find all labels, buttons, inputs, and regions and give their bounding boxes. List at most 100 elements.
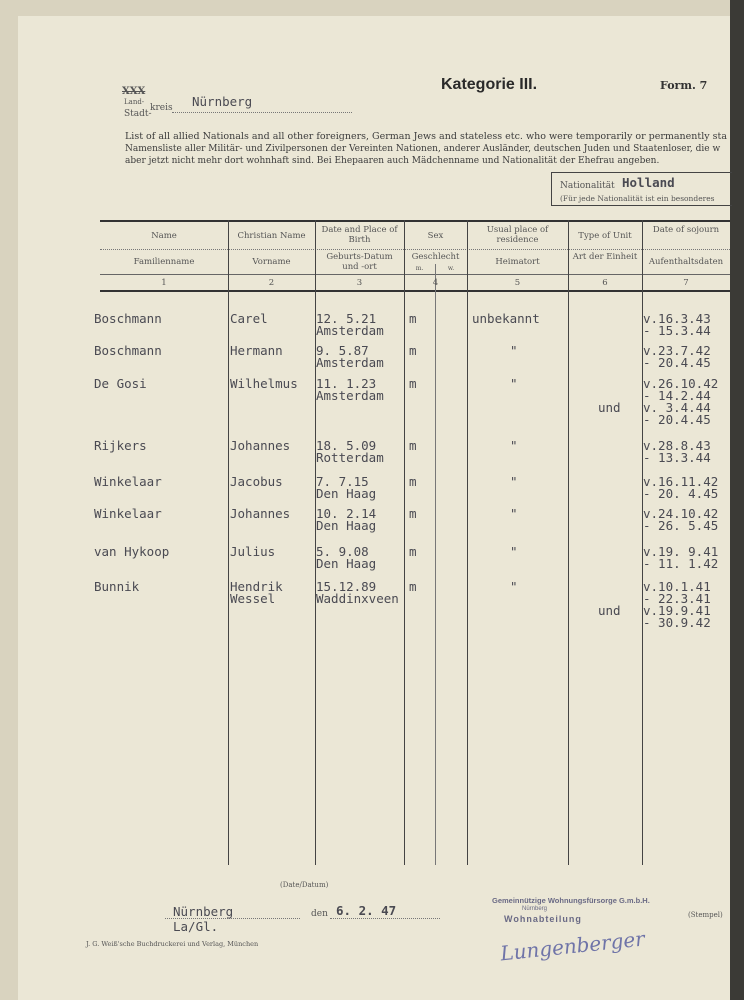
surname: van Hykoop (94, 544, 170, 559)
column-number: 5 (514, 278, 521, 288)
column-header-de: Vorname (252, 257, 291, 267)
column-number: 3 (356, 278, 363, 288)
column-header-de: Aufenthaltsdaten (648, 257, 724, 267)
form-number: Form. 7 (660, 79, 708, 92)
column-number: 2 (268, 278, 275, 288)
sojourn-date: - 15.3.44 (643, 323, 711, 338)
column-header-en: Date and Place of Birth (321, 225, 398, 245)
birth-place: Waddinxveen (316, 591, 399, 606)
sex: m (409, 474, 417, 489)
birth-date: 12. 5.21 (316, 311, 377, 326)
nationality-box: Nationalität Holland (Für jede Nationali… (551, 172, 732, 206)
kreis-value: Nürnberg (192, 94, 253, 109)
nationality-label: Nationalität (560, 181, 615, 191)
nationality-value: Holland (622, 175, 675, 190)
sojourn-date: v.26.10.42 (643, 376, 719, 391)
printer-imprint: J. G. Weiß'sche Buchdruckerei und Verlag… (86, 940, 259, 948)
intro-german-2: aber jetzt nicht mehr dort wohnhaft sind… (125, 156, 660, 166)
residence: " (510, 376, 518, 391)
surname: De Gosi (94, 376, 147, 391)
residence: " (510, 506, 518, 521)
sojourn-date: - 20.4.45 (643, 355, 711, 370)
sojourn-date: - 26. 5.45 (643, 518, 719, 533)
column-number: 1 (161, 278, 167, 288)
column-number: 4 (432, 278, 439, 288)
stamp-line-2: Nürnberg (522, 906, 548, 912)
sojourn-date: v.10.1.41 (643, 579, 711, 594)
column-number: 7 (683, 278, 689, 288)
birth-date: 7. 7.15 (316, 474, 369, 489)
stadt-label: Stadt- (124, 109, 152, 119)
birth-date: 9. 5.87 (316, 343, 369, 358)
first-name: Hermann (230, 343, 283, 358)
nationality-note: (Für jede Nationalität ist ein besondere… (560, 194, 715, 203)
birth-place: Den Haag (316, 556, 377, 571)
sojourn-date: v.16.3.43 (643, 311, 711, 326)
first-name: Carel (230, 311, 268, 326)
footer-date: 6. 2. 47 (336, 903, 397, 918)
land-label: Land- (124, 98, 145, 106)
sex: m (409, 438, 417, 453)
column-header-en: Date of sojourn (652, 225, 720, 235)
birth-date: 11. 1.23 (316, 376, 377, 391)
column-header-de: Familienname (133, 257, 195, 267)
column-header-de: Geschlecht (411, 252, 460, 262)
sex: m (409, 311, 417, 326)
sojourn-date: - 20. 4.45 (643, 486, 719, 501)
residence: unbekannt (472, 311, 540, 326)
sex: m (409, 544, 417, 559)
column-header-en: Type of Unit (578, 231, 632, 241)
column-number: 6 (602, 278, 608, 288)
sex: m (409, 376, 417, 391)
intro-english: List of all allied Nationals and all oth… (125, 131, 728, 142)
sex: m (409, 579, 417, 594)
sojourn-date: v.19. 9.41 (643, 544, 719, 559)
birth-date: 18. 5.09 (316, 438, 377, 453)
sex-sub-male: m. (415, 265, 424, 272)
date-caption: (Date/Datum) (280, 881, 329, 889)
land-struck: XXX (122, 86, 146, 97)
den-label: den (311, 909, 328, 919)
column-header-en: Sex (427, 231, 444, 241)
unit-note: und (598, 603, 621, 618)
surname: Boschmann (94, 343, 162, 358)
first-name: Wessel (230, 591, 276, 606)
category-title: Kategorie III. (441, 76, 538, 93)
residence: " (510, 343, 518, 358)
stempel-label: (Stempel) (688, 911, 723, 919)
surname: Bunnik (94, 579, 140, 594)
sojourn-date: v.16.11.42 (643, 474, 719, 489)
surname: Winkelaar (94, 506, 162, 521)
sojourn-date: - 14.2.44 (643, 388, 711, 403)
column-header-en: Usual place of residence (486, 225, 549, 245)
birth-place: Den Haag (316, 486, 377, 501)
birth-place: Den Haag (316, 518, 377, 533)
surname: Boschmann (94, 311, 162, 326)
column-header-de: Geburts-Datum und -ort (326, 252, 393, 272)
sojourn-date: - 30.9.42 (643, 615, 711, 630)
surname: Rijkers (94, 438, 147, 453)
stamp-line-1: Gemeinnützige Wohnungsfürsorge G.m.b.H. (492, 896, 650, 905)
scan-edge (730, 0, 744, 1000)
column-header-de: Heimatort (495, 257, 540, 267)
column-header-en: Name (151, 231, 177, 241)
table-top-rule (100, 220, 730, 222)
birth-date: 5. 9.08 (316, 544, 369, 559)
first-name: Julius (230, 544, 276, 559)
birth-place: Amsterdam (316, 355, 384, 370)
sojourn-date: v.24.10.42 (643, 506, 719, 521)
first-name: Jacobus (230, 474, 283, 489)
sojourn-date: - 13.3.44 (643, 450, 711, 465)
birth-place: Amsterdam (316, 323, 384, 338)
sex-sub-female: w. (447, 265, 455, 272)
footer-reference: La/Gl. (173, 919, 219, 934)
unit-note: und (598, 400, 621, 415)
sojourn-date: v.19.9.41 (643, 603, 711, 618)
residence: " (510, 544, 518, 559)
sex: m (409, 506, 417, 521)
birth-date: 10. 2.14 (316, 506, 377, 521)
first-name: Hendrik (230, 579, 283, 594)
residence: " (510, 438, 518, 453)
first-name: Johannes (230, 506, 291, 521)
birth-date: 15.12.89 (316, 579, 377, 594)
